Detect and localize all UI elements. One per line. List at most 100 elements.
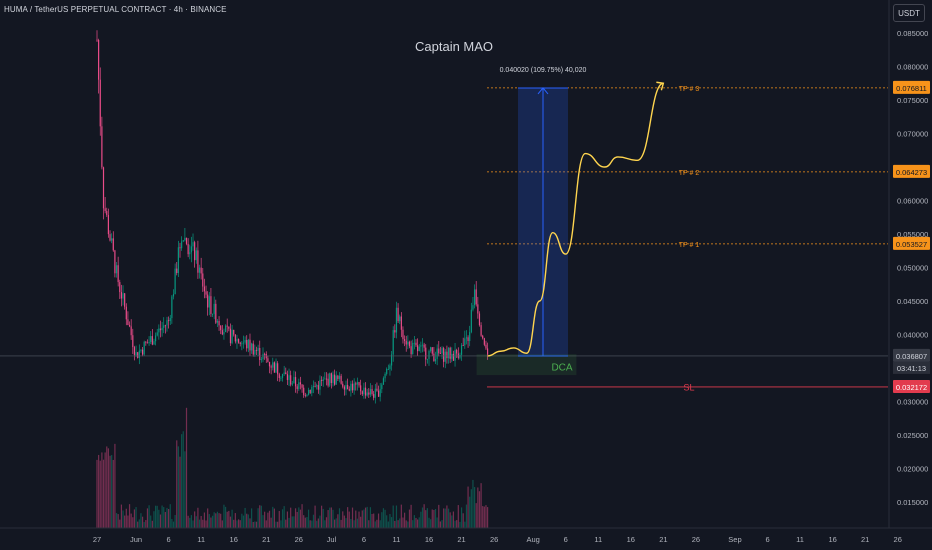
volume-bar [439,521,442,528]
candle-body [478,313,481,326]
candle-body [228,326,230,329]
candle-body [312,385,315,387]
volume-bar [146,508,149,528]
volume-bar [417,519,419,528]
tp3-price-tag-bg [893,80,930,94]
candle-body [294,377,297,387]
volume-bar [244,507,246,528]
volume-bar [145,520,147,528]
volume-bar [213,512,215,528]
candle-body [211,313,214,315]
candle-body [439,353,442,355]
candle-body [436,348,438,359]
x-tick-label: 6 [765,535,769,544]
volume-bar [161,505,163,528]
volume-bar [242,515,245,528]
volume-bar [444,508,446,528]
volume-bar [351,507,354,528]
y-tick-label: 0.040000 [897,331,928,340]
candle-body [407,341,409,345]
candle-body [117,265,119,283]
candle-body [205,291,207,295]
candle-body [325,378,328,380]
volume-bar [403,512,406,528]
candle-body [405,340,407,345]
x-tick-label: 6 [167,535,171,544]
volume-bar [143,521,145,528]
candle-body [356,382,358,385]
x-tick-label: 16 [828,535,836,544]
volume-bar [211,515,214,528]
candle-body [425,347,427,360]
volume-bar [397,520,399,528]
volume-bar [159,514,162,528]
candle-body [125,306,127,320]
volume-bar [304,517,306,528]
candle-body [351,383,354,391]
candle-body [239,342,241,344]
candle-body [348,388,350,391]
candle-body [181,241,183,249]
volume-bar [345,518,347,528]
candle-body [218,321,220,326]
volume-bar [298,507,300,528]
volume-bar [426,508,428,528]
volume-bar [433,509,435,528]
candle-body [229,328,232,344]
volume-bar [224,506,227,528]
volume-bar [223,504,225,528]
candle-body [154,335,157,342]
candle-body [102,167,105,209]
candle-body [255,350,258,351]
volume-bar [296,511,298,528]
volume-bar [470,489,472,528]
volume-bar [452,511,455,528]
y-tick-label: 0.075000 [897,96,928,105]
volume-bar [153,511,155,528]
volume-bar [260,505,262,528]
x-tick-label: 26 [490,535,498,544]
candle-body [236,339,238,342]
volume-bar [194,511,196,528]
candle-body [342,383,344,387]
volume-bar [158,509,160,528]
volume-bar [272,506,274,528]
volume-bar [373,513,375,528]
candle-body [153,341,155,345]
volume-bar [390,517,393,528]
candle-body [192,242,194,247]
volume-bar [257,508,259,528]
candle-body [267,358,269,362]
volume-bar [348,511,350,528]
candle-body [96,39,98,41]
candle-body [314,385,316,387]
sl-price-tag-bg [893,379,930,393]
x-tick-label: 11 [197,535,205,544]
volume-bar [192,520,194,528]
volume-bar [239,520,241,528]
candle-body [438,348,440,354]
volume-bar [251,508,253,528]
candle-body [397,307,399,322]
candle-body [426,358,428,360]
candle-body [254,350,256,355]
volume-bar [485,505,487,528]
volume-bar [132,517,134,528]
candle-body [133,347,136,356]
y-tick-label: 0.055000 [897,230,928,239]
volume-bar [210,517,212,528]
x-tick-label: 26 [295,535,303,544]
y-tick-label: 0.050000 [897,264,928,273]
candle-body [392,330,394,355]
candle-body [408,341,411,347]
x-tick-label: Aug [526,535,539,544]
volume-bar [229,516,232,528]
x-tick-label: 6 [362,535,366,544]
candle-body [283,372,285,374]
volume-bar [386,515,388,528]
candle-body [307,389,310,395]
volume-bar [480,483,482,528]
candle-body [309,389,311,394]
currency-button[interactable]: USDT [893,4,925,22]
